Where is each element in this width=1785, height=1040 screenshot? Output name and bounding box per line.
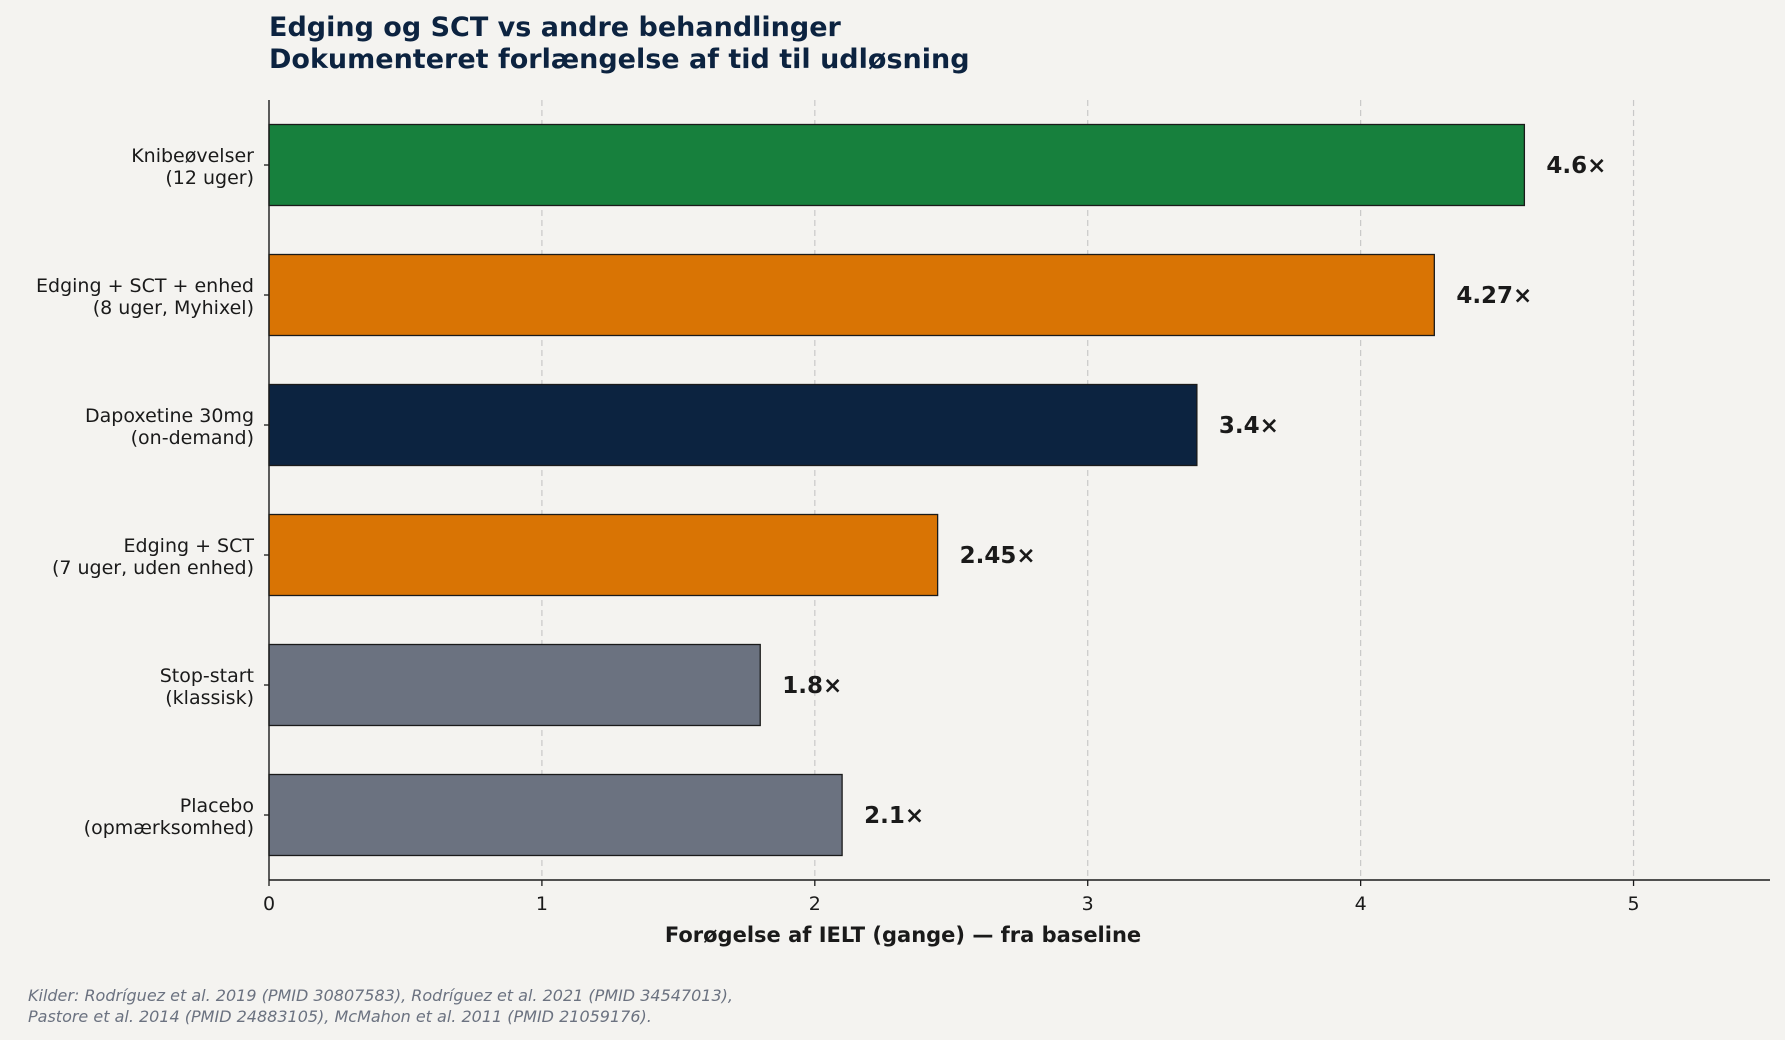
value-label-6: 2.1× bbox=[864, 803, 924, 829]
category-label-5-line-1: Stop-start bbox=[160, 665, 254, 687]
labels: Knibeøvelser(12 uger) 4.6× Edging + SCT + … bbox=[36, 145, 1640, 915]
x-tick-label-4: 4 bbox=[1355, 893, 1367, 915]
x-tick-label-1: 1 bbox=[536, 893, 548, 915]
sources-line-1: Kilder: Rodríguez et al. 2019 (PMID 3080… bbox=[28, 986, 733, 1005]
category-label-4-line-2: (7 uger, uden enhed) bbox=[52, 557, 254, 579]
bars bbox=[268, 123, 1526, 857]
x-tick-label-5: 5 bbox=[1627, 893, 1639, 915]
chart-title-line-1: Edging og SCT vs andre behandlinger bbox=[269, 12, 842, 43]
category-label-1-line-2: (12 uger) bbox=[165, 167, 254, 189]
value-label-2: 4.27× bbox=[1456, 283, 1532, 309]
category-label-6-line-1: Placebo bbox=[180, 795, 254, 817]
category-label-3-line-2: (on-demand) bbox=[131, 427, 254, 449]
category-label-6-line-2: (opmærksomhed) bbox=[84, 817, 254, 839]
bar-5 bbox=[268, 643, 761, 727]
x-tick-label-0: 0 bbox=[263, 893, 275, 915]
category-label-1-line-1: Knibeøvelser bbox=[131, 145, 254, 167]
category-label-2-line-2: (8 uger, Myhixel) bbox=[93, 297, 254, 319]
value-label-1: 4.6× bbox=[1546, 153, 1606, 179]
bar-4 bbox=[268, 513, 939, 597]
sources-line-2: Pastore et al. 2014 (PMID 24883105), McM… bbox=[28, 1007, 652, 1026]
value-label-3: 3.4× bbox=[1219, 413, 1279, 439]
bar-2 bbox=[268, 253, 1435, 337]
category-label-2-line-1: Edging + SCT + enhed bbox=[36, 275, 254, 297]
sources-note: Kilder: Rodríguez et al. 2019 (PMID 3080… bbox=[28, 986, 733, 1026]
axes bbox=[264, 100, 1770, 886]
x-axis-title: Forøgelse af IELT (gange) — fra baseline bbox=[665, 923, 1141, 947]
grid bbox=[541, 100, 1635, 880]
category-label-4-line-1: Edging + SCT bbox=[124, 535, 255, 557]
category-label-5-line-2: (klassisk) bbox=[165, 687, 254, 709]
value-label-5: 1.8× bbox=[782, 673, 842, 699]
x-tick-label-3: 3 bbox=[1082, 893, 1094, 915]
chart-title-line-2: Dokumenteret forlængelse af tid til udlø… bbox=[269, 44, 970, 75]
bar-3 bbox=[268, 383, 1198, 467]
category-label-3-line-1: Dapoxetine 30mg bbox=[85, 405, 254, 427]
bar-6 bbox=[268, 773, 843, 857]
chart-title: Edging og SCT vs andre behandlinger Doku… bbox=[269, 12, 970, 75]
bar-1 bbox=[268, 123, 1526, 207]
x-tick-label-2: 2 bbox=[809, 893, 821, 915]
value-label-4: 2.45× bbox=[960, 543, 1036, 569]
